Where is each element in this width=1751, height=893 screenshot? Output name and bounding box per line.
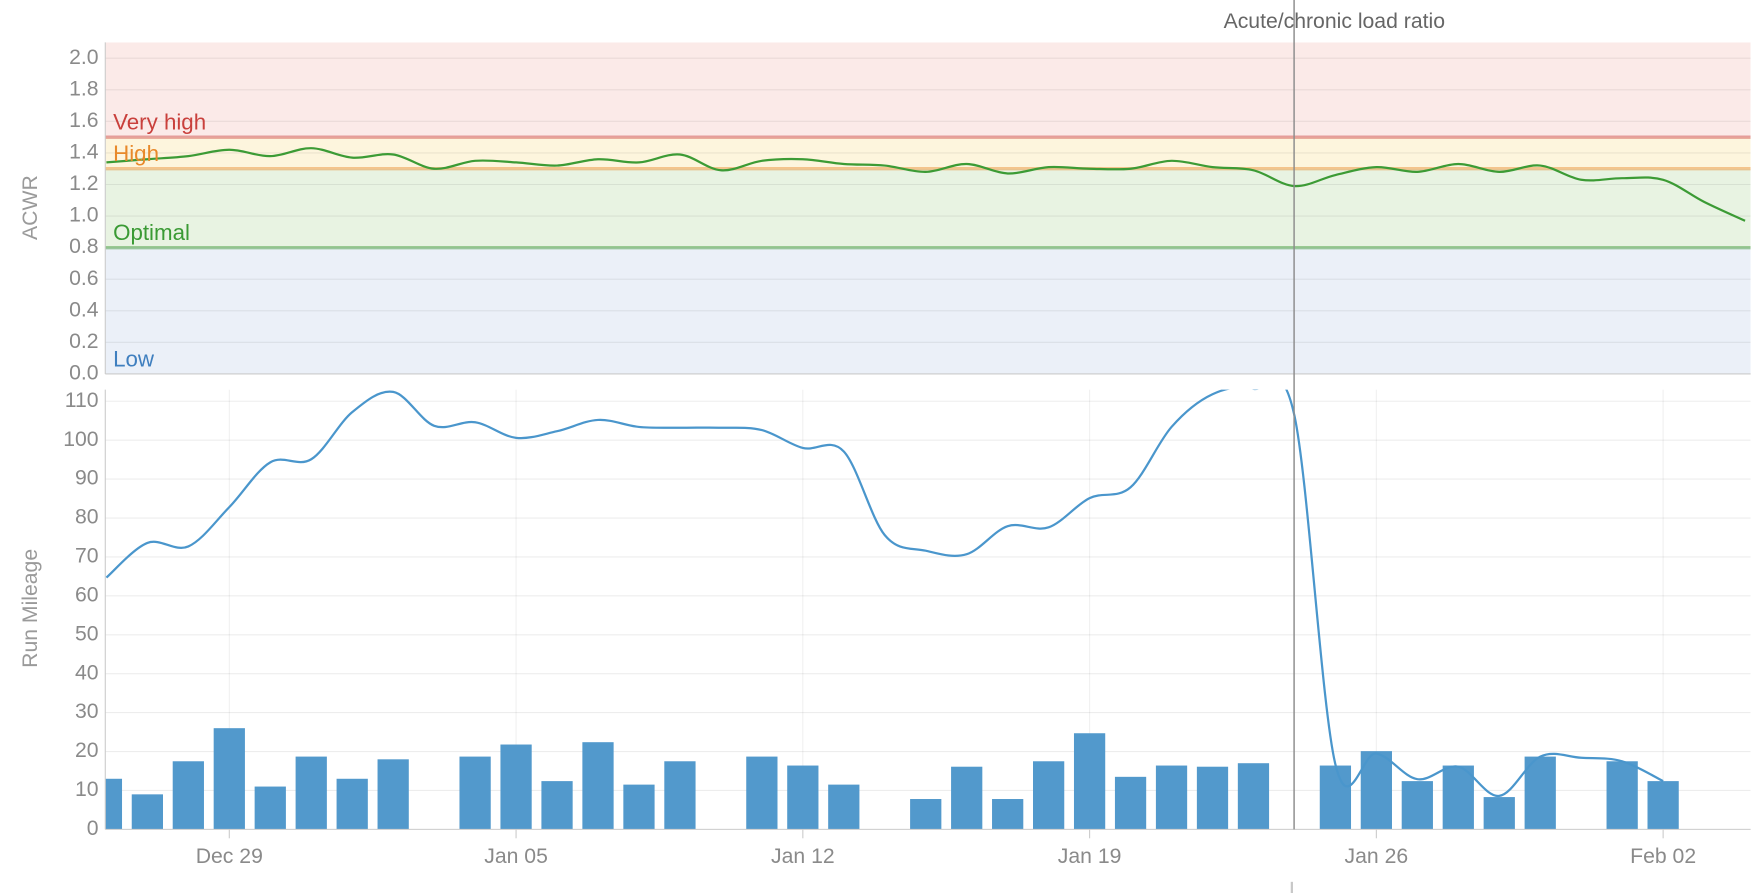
band-label: High	[113, 141, 159, 166]
y-axis-title: ACWR	[19, 175, 42, 240]
y-tick-label: 30	[75, 700, 99, 723]
plot-area	[105, 42, 1751, 374]
y-tick-label: 70	[75, 545, 99, 568]
bar	[459, 756, 491, 830]
x-tick-label: Jan 05	[484, 845, 548, 868]
y-tick-label: 50	[75, 622, 99, 645]
y-tick-label: 10	[75, 778, 99, 801]
bar	[541, 781, 573, 830]
y-tick-label: 1.8	[69, 77, 98, 100]
bar	[1524, 756, 1556, 830]
bar	[1033, 761, 1065, 830]
y-tick-label: 0.6	[69, 267, 98, 290]
y-tick-label: 0.4	[69, 298, 99, 321]
annotation: Acute/chronic load ratio	[1224, 10, 1445, 33]
x-tick-label: Jan 26	[1345, 845, 1409, 868]
y-tick-label: 2.0	[69, 46, 98, 69]
x-tick-label: Jan 12	[771, 845, 835, 868]
bar	[295, 756, 327, 830]
y-tick-label: 1.0	[69, 204, 98, 227]
y-tick-label: 100	[63, 428, 98, 451]
bar	[172, 761, 204, 830]
bar	[105, 778, 123, 830]
plot-layer: Low Optimal High Very high 0.0 0.2 0.4 0.6 0.8 1.…	[19, 42, 1751, 868]
x-tick-label: Feb 02	[1630, 845, 1696, 868]
x-tick-label: Dec 29	[196, 845, 263, 868]
bar	[992, 799, 1024, 830]
band	[105, 247, 1751, 374]
band	[105, 42, 1751, 138]
bar	[664, 761, 696, 830]
y-tick-label: 0.8	[69, 235, 98, 258]
y-tick-label: 80	[75, 506, 99, 529]
bar	[500, 744, 532, 830]
bar	[787, 765, 819, 830]
y-tick-label: 110	[65, 389, 99, 412]
y-tick-label: 0.2	[69, 330, 98, 353]
band-label: Very high	[113, 110, 206, 135]
bar	[1114, 776, 1147, 830]
bar	[254, 786, 286, 830]
line	[105, 389, 1664, 798]
bar	[1647, 781, 1679, 830]
bar	[1606, 761, 1638, 830]
y-tick-label: 90	[75, 467, 99, 490]
bar	[1155, 765, 1188, 830]
bar	[1401, 781, 1433, 830]
bar	[1073, 733, 1106, 830]
bar	[213, 728, 245, 830]
bar	[336, 778, 368, 830]
bar	[828, 784, 860, 830]
y-axis-title: Run Mileage	[19, 549, 42, 668]
plot-area	[105, 389, 1751, 830]
bar	[1237, 763, 1270, 830]
y-tick-label: 0	[87, 817, 99, 840]
bar	[623, 784, 655, 830]
band	[105, 168, 1751, 248]
band-label: Optimal	[113, 220, 190, 245]
y-tick-label: 0.0	[69, 362, 98, 385]
y-tick-label: 60	[75, 583, 99, 606]
bar	[910, 799, 942, 830]
band	[105, 137, 1751, 169]
bar	[1442, 765, 1474, 830]
y-tick-label: 20	[75, 739, 99, 762]
x-tick-label: Jan 19	[1058, 845, 1122, 868]
y-tick-label: 1.4	[69, 141, 99, 164]
bar	[1319, 765, 1352, 830]
y-tick-label: 1.6	[69, 109, 98, 132]
y-tick-label: 1.2	[69, 172, 98, 195]
bar	[1196, 766, 1229, 830]
bar	[951, 766, 983, 830]
band-label: Low	[113, 346, 155, 371]
bar	[377, 759, 409, 830]
bar	[1483, 797, 1515, 830]
bar	[131, 794, 163, 830]
line	[106, 147, 1746, 222]
bar	[746, 756, 778, 830]
y-tick-label: 40	[75, 661, 99, 684]
bar	[582, 742, 614, 830]
